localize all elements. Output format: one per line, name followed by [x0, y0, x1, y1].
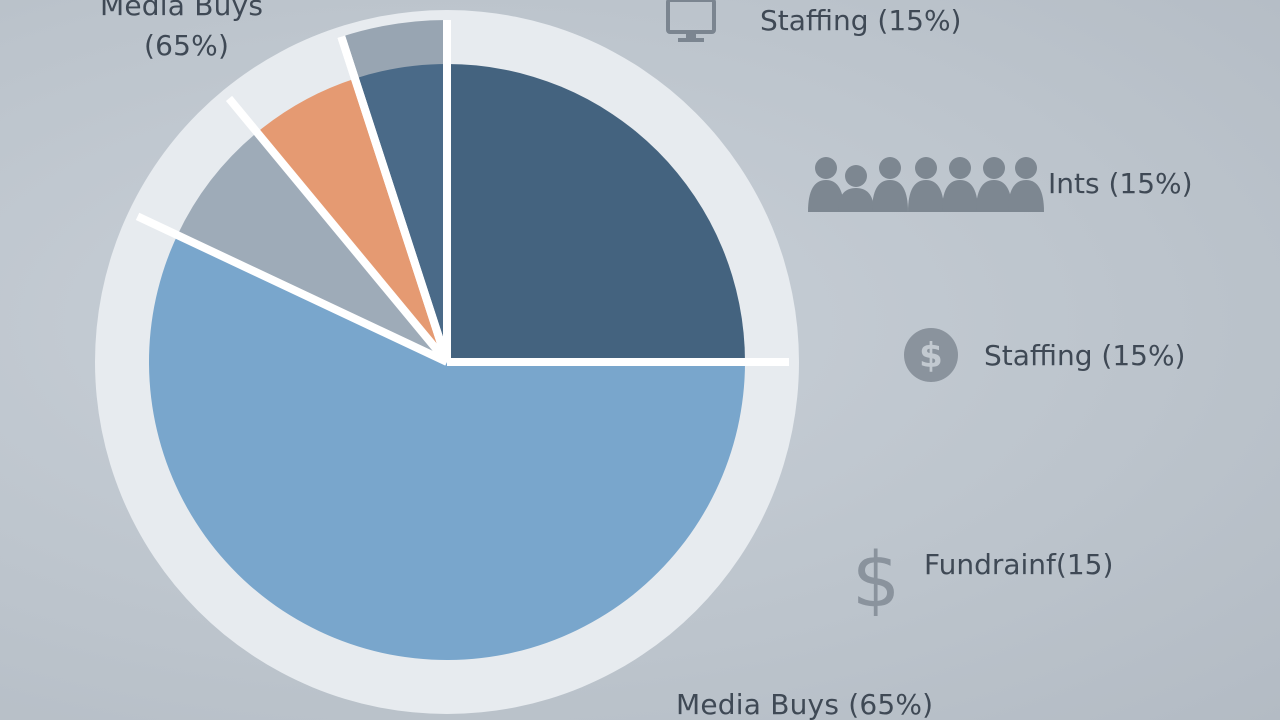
legend-label: Staffing (15%) — [760, 3, 962, 37]
svg-text:$: $ — [852, 536, 900, 616]
legend-item-staffing-2: $ Staffing (15%) — [902, 326, 1185, 384]
legend-label: Ints (15%) — [1048, 166, 1193, 200]
top-left-label-line1: Media Buys — [100, 0, 264, 22]
monitor-icon — [664, 0, 720, 44]
pie-slice-2 — [148, 235, 745, 660]
legend-label: Fundrainf(15) — [924, 547, 1114, 581]
pie-slice-4 — [257, 78, 447, 363]
people-icon — [808, 152, 1046, 214]
pie-slice-3 — [177, 132, 447, 362]
legend-item-staffing-1: Staffing (15%) — [664, 0, 961, 44]
pie-slices — [135, 20, 789, 660]
legend-item-fundraising: $ Fundrainf(15) — [848, 535, 1114, 624]
svg-text:$: $ — [919, 336, 943, 376]
legend-label: Staffing (15%) — [984, 338, 1186, 372]
dollar-sign-icon: $ — [848, 535, 908, 624]
top-left-label-line2: (65%) — [144, 29, 230, 62]
dollar-coin-icon: $ — [902, 326, 960, 384]
pie-separator — [225, 95, 451, 365]
bottom-label: Media Buys (65%) — [676, 688, 934, 720]
pie-slice-1 — [447, 64, 745, 362]
legend-item-ints: Ints (15%) — [808, 152, 1193, 214]
pie-separator — [135, 212, 449, 366]
top-left-label: Media Buys (65%) — [100, 0, 263, 66]
pie-separator — [337, 35, 451, 364]
